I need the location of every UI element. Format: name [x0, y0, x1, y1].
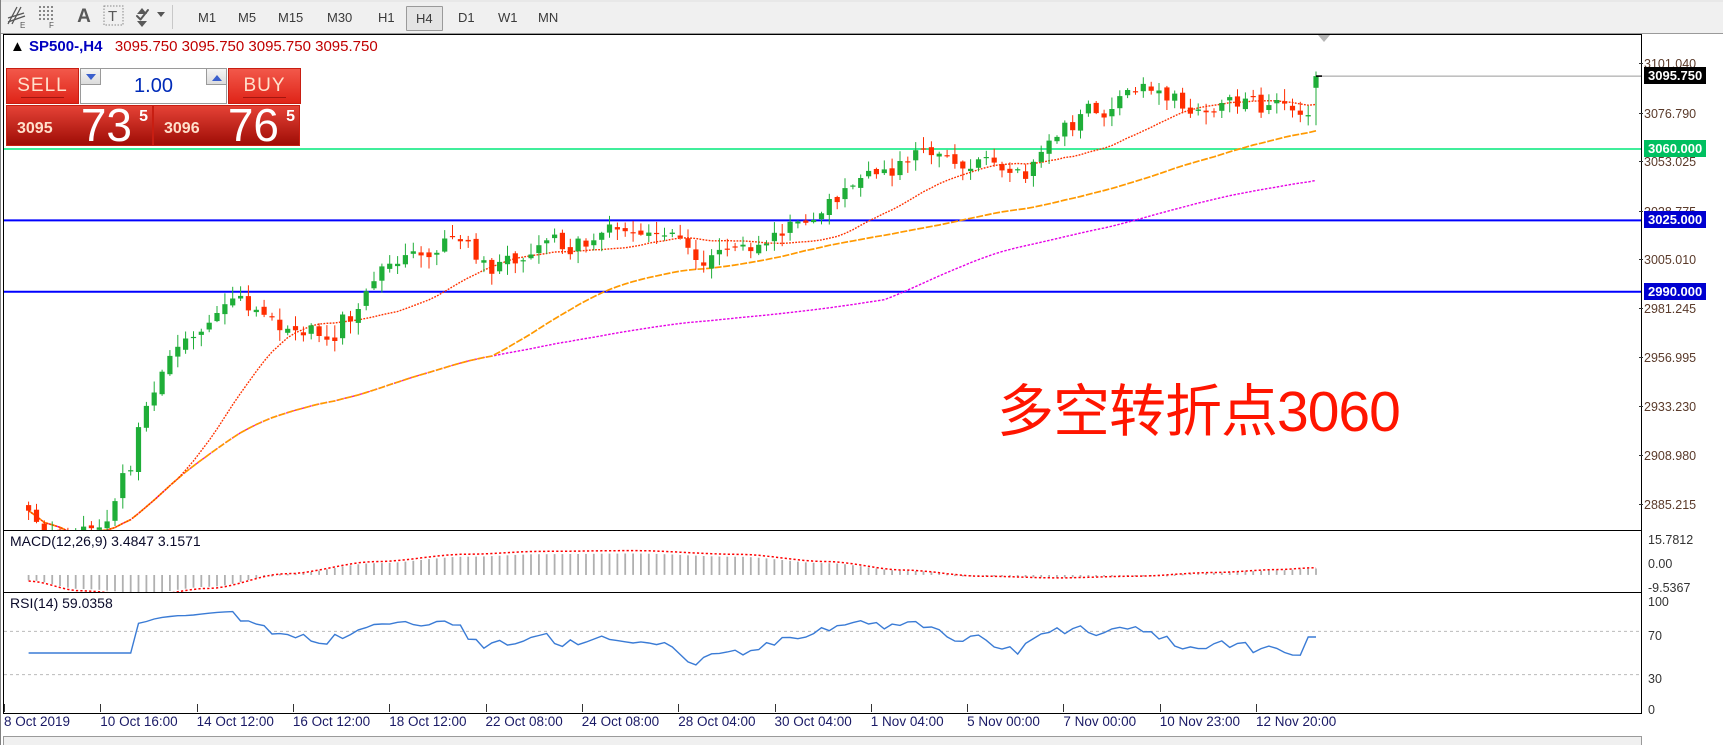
- svg-text:T: T: [108, 8, 117, 25]
- svg-text:F: F: [49, 21, 54, 30]
- svg-text:E: E: [20, 21, 25, 30]
